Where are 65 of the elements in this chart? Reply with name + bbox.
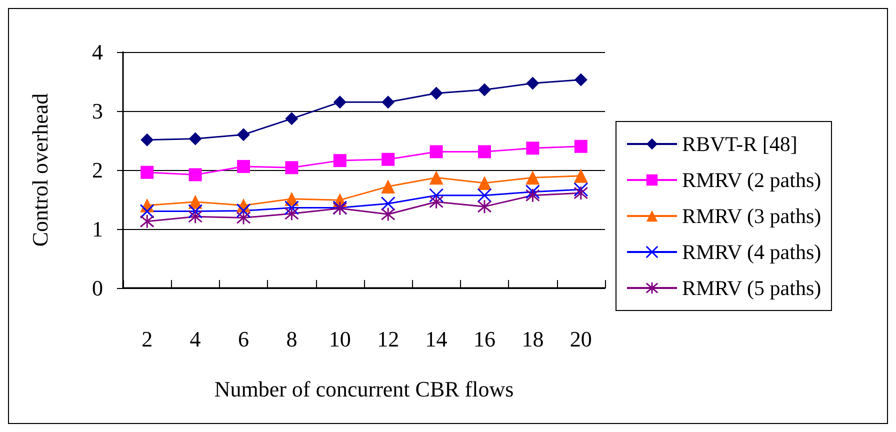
x-tick-label: 2 xyxy=(142,326,153,352)
point xyxy=(285,161,298,174)
point xyxy=(236,203,251,218)
point xyxy=(381,180,396,194)
point xyxy=(574,73,588,86)
point xyxy=(478,145,491,158)
legend-label: RMRV (2 paths) xyxy=(682,168,822,192)
x-tick-label: 12 xyxy=(377,326,400,352)
point xyxy=(188,132,202,146)
point xyxy=(477,199,492,214)
legend-label: RMRV (4 paths) xyxy=(682,240,822,264)
y-tick-label: 0 xyxy=(92,276,103,300)
point xyxy=(380,196,396,211)
point xyxy=(526,76,540,90)
x-tick-label: 14 xyxy=(425,326,448,352)
point xyxy=(140,214,154,229)
x-tick-label: 18 xyxy=(522,326,544,352)
legend-label: RMRV (3 paths) xyxy=(682,204,822,228)
x-axis-title: Number of concurrent CBR flows xyxy=(214,376,514,402)
point xyxy=(140,133,154,146)
point xyxy=(188,209,203,224)
x-tick-label: 20 xyxy=(570,326,592,352)
point xyxy=(574,186,588,200)
point xyxy=(525,188,540,203)
point xyxy=(237,128,250,142)
y-tick-label: 3 xyxy=(92,98,103,124)
x-tick-label: 6 xyxy=(238,326,249,352)
point xyxy=(382,96,395,109)
y-tick-label: 4 xyxy=(92,40,103,64)
legend-label: RMRV (5 paths) xyxy=(682,276,822,300)
point xyxy=(380,207,396,222)
point xyxy=(525,184,540,200)
y-tick-label: 2 xyxy=(92,158,103,182)
point xyxy=(526,142,540,155)
point xyxy=(526,170,540,185)
point xyxy=(333,96,346,109)
point xyxy=(188,168,202,182)
point xyxy=(574,182,588,197)
point xyxy=(285,112,298,126)
point xyxy=(237,160,250,173)
point xyxy=(477,188,492,203)
point xyxy=(284,200,299,216)
point xyxy=(430,145,443,158)
point xyxy=(429,170,444,185)
point xyxy=(574,140,588,153)
point xyxy=(140,204,154,219)
point xyxy=(574,168,588,183)
point xyxy=(188,204,203,219)
point xyxy=(430,86,443,100)
point xyxy=(382,152,395,166)
x-tick-label: 10 xyxy=(328,326,351,352)
legend-label: RBVT-R [48] xyxy=(682,132,798,156)
x-tick-label: 4 xyxy=(190,326,201,352)
point xyxy=(429,188,444,203)
point xyxy=(333,154,346,168)
point xyxy=(429,194,444,210)
point xyxy=(478,83,491,96)
point xyxy=(284,206,299,221)
y-tick-label: 1 xyxy=(92,216,103,242)
point xyxy=(478,176,492,190)
x-tick-label: 8 xyxy=(286,326,298,352)
x-tick-label: 16 xyxy=(474,326,496,352)
y-axis-title: Control overhead xyxy=(28,93,52,247)
point xyxy=(236,210,251,226)
point xyxy=(140,166,154,179)
